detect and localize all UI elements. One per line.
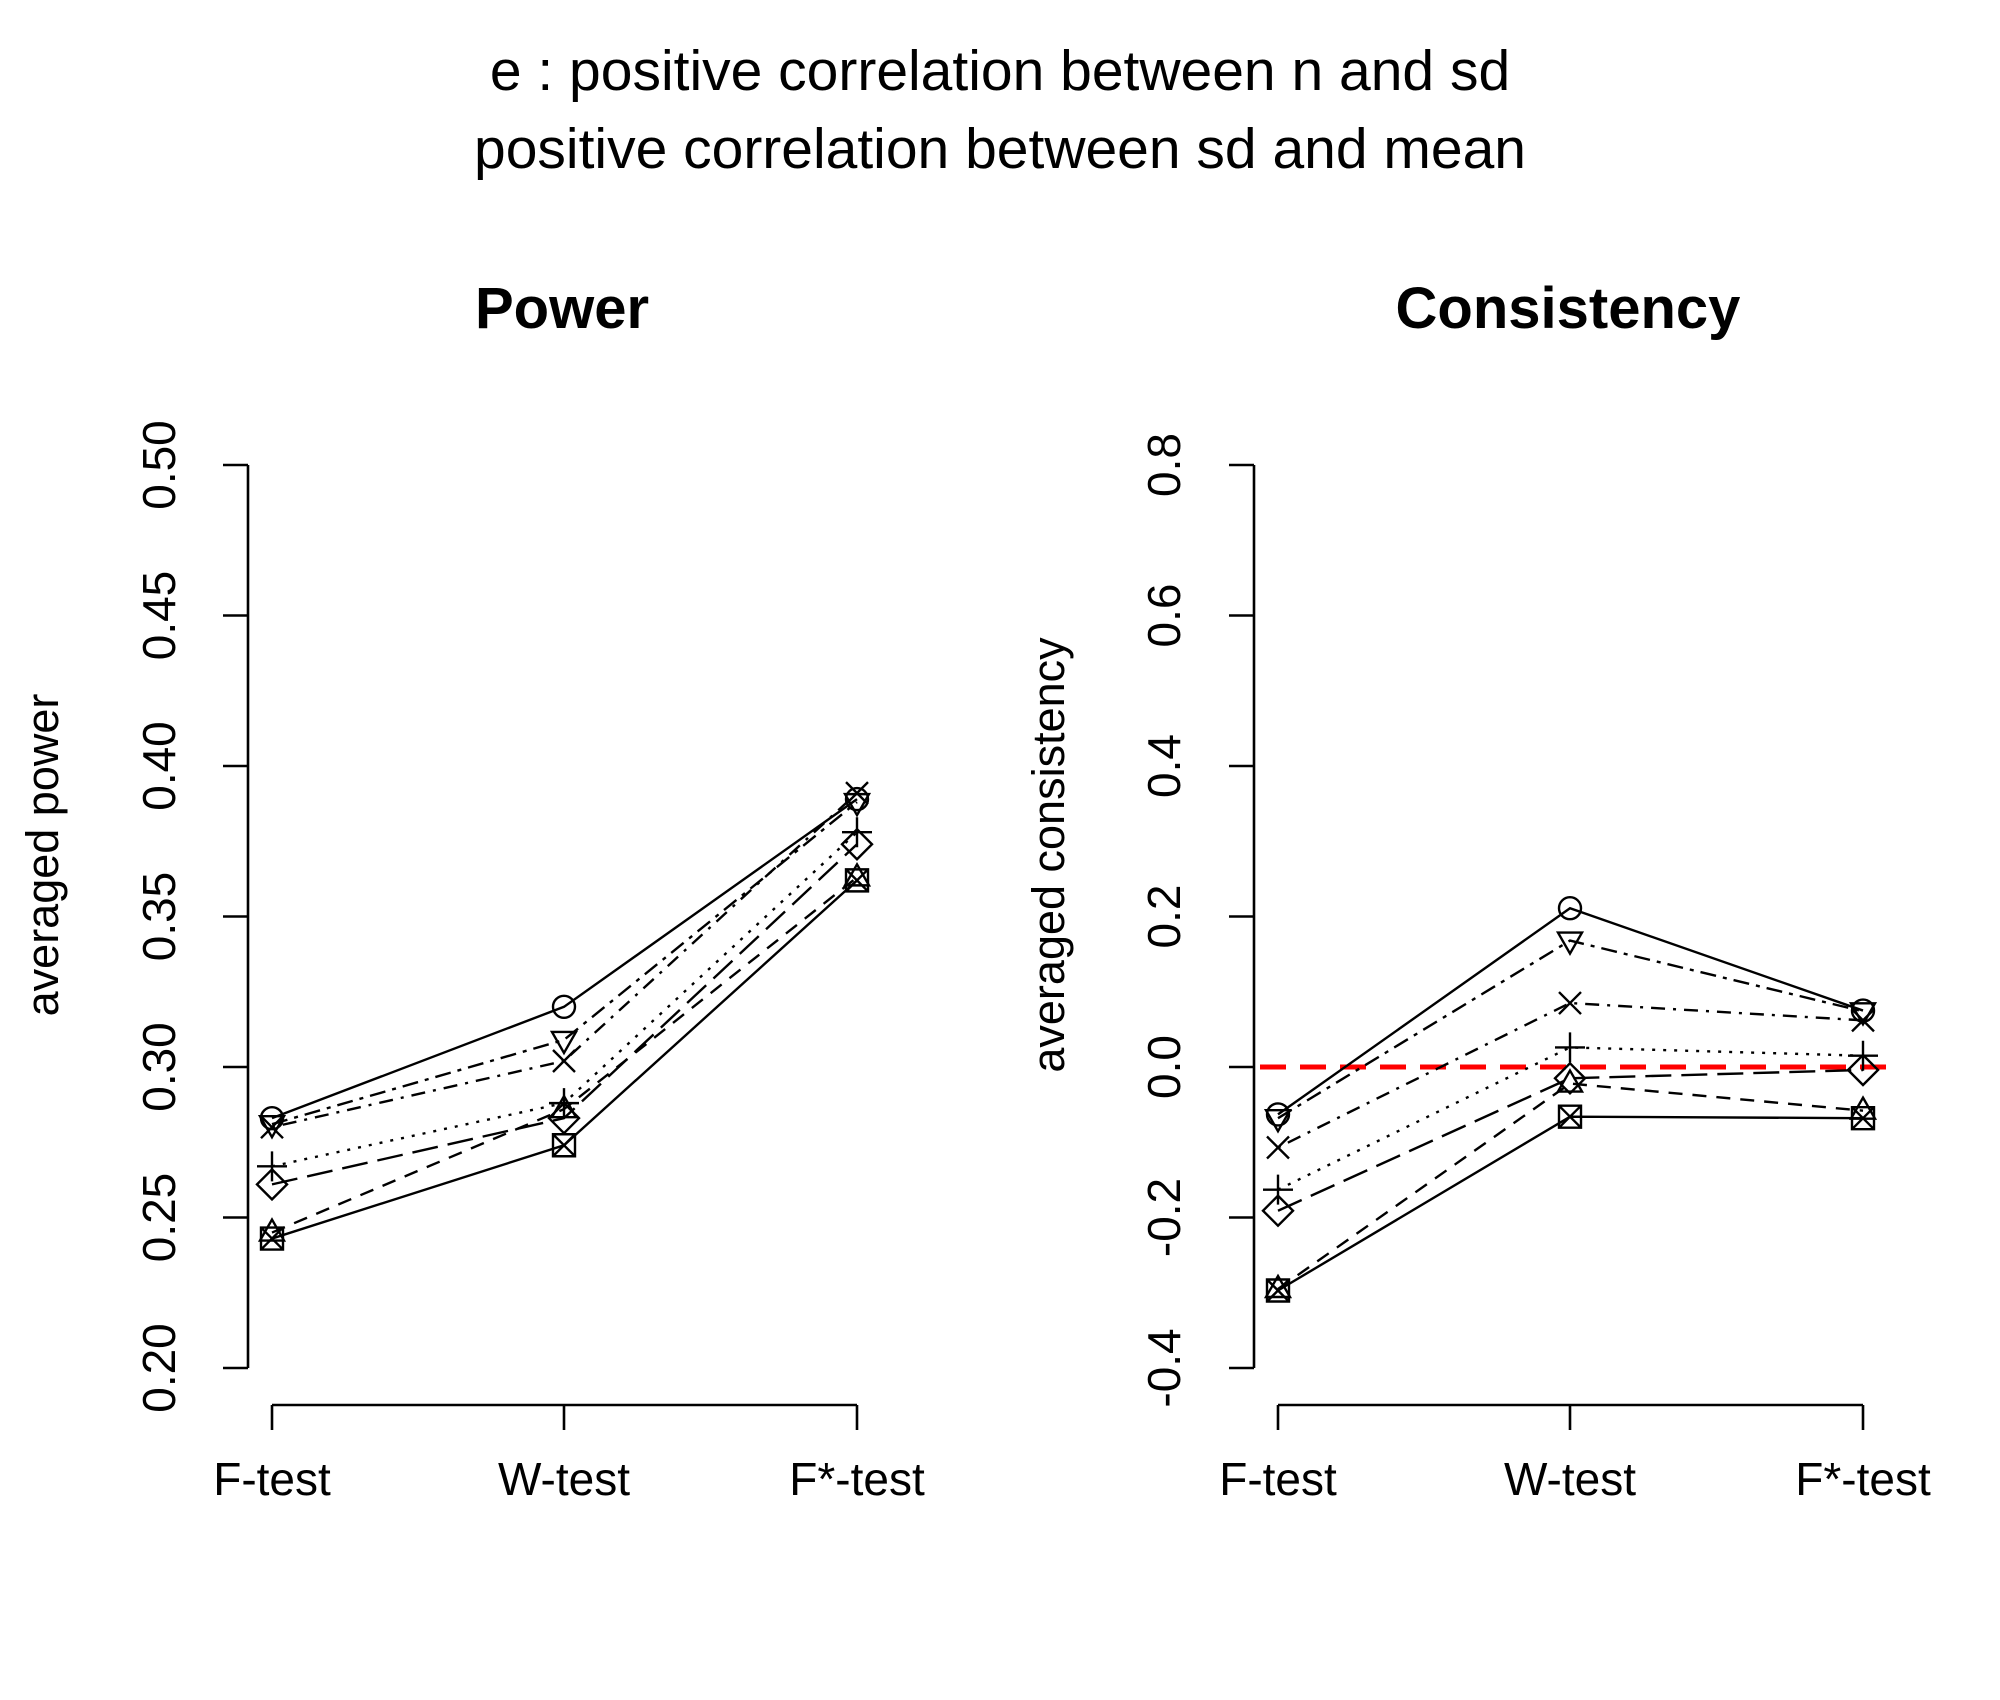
consistency-series-line xyxy=(1278,1084,1863,1289)
power-y-tick-label: 0.20 xyxy=(133,1323,185,1413)
power-chart-title: Power xyxy=(475,276,649,341)
consistency-series-x xyxy=(1267,992,1874,1158)
consistency-x-tick-label: W-test xyxy=(1504,1453,1636,1505)
consistency-series-triangle-down xyxy=(1266,933,1875,1132)
power-x-tick-label: F-test xyxy=(213,1453,331,1505)
power-point-square-x xyxy=(846,869,868,891)
consistency-y-axis-label: averaged consistency xyxy=(1023,637,1074,1073)
consistency-y-tick-label: 0.4 xyxy=(1138,734,1190,798)
consistency-point-x xyxy=(1267,1137,1289,1159)
figure-title-line2: positive correlation between sd and mean xyxy=(474,117,1526,181)
consistency-series-square-x xyxy=(1267,1106,1874,1302)
figure-title-line1: e : positive correlation between n and s… xyxy=(490,39,1510,103)
consistency-point-plus xyxy=(1555,1032,1585,1062)
power-x-tick-label: W-test xyxy=(498,1453,630,1505)
power-y-tick-label: 0.25 xyxy=(133,1173,185,1263)
power-series-line xyxy=(272,877,857,1232)
power-series-plus xyxy=(257,817,872,1181)
consistency-series-diamond xyxy=(1263,1055,1878,1226)
consistency-x-tick-label: F*-test xyxy=(1795,1453,1931,1505)
consistency-y-tick-label: 0.2 xyxy=(1138,885,1190,949)
power-y-tick-label: 0.50 xyxy=(133,420,185,510)
power-chart: Power averaged power 0.20 0.25 0.30 0.35 0.4… xyxy=(17,276,925,1505)
consistency-y-tick-label: -0.2 xyxy=(1138,1178,1190,1257)
power-x-tick-label: F*-test xyxy=(789,1453,925,1505)
power-y-tick-label: 0.35 xyxy=(133,872,185,962)
power-series-circle xyxy=(261,788,868,1129)
power-y-tick-label: 0.30 xyxy=(133,1022,185,1112)
consistency-chart: Consistency averaged consistency -0.4 -0.… xyxy=(1023,276,1931,1505)
consistency-series-line xyxy=(1278,1003,1863,1147)
power-point-triangle-up xyxy=(845,864,869,885)
power-series-triangle-down xyxy=(260,794,869,1137)
consistency-point-x xyxy=(1559,992,1581,1014)
consistency-y-tick-label: 0.6 xyxy=(1138,584,1190,648)
power-y-tick-label: 0.45 xyxy=(133,571,185,661)
consistency-x-tick-label: F-test xyxy=(1219,1453,1337,1505)
consistency-chart-title: Consistency xyxy=(1396,276,1741,341)
consistency-y-tick-label: 0.0 xyxy=(1138,1035,1190,1099)
power-series-x xyxy=(261,782,868,1138)
consistency-series-line xyxy=(1278,1117,1863,1291)
power-point-square-x xyxy=(261,1228,283,1250)
power-point-square-x xyxy=(553,1134,575,1156)
power-y-axis-label: averaged power xyxy=(17,694,68,1017)
consistency-y-tick-label: -0.4 xyxy=(1138,1328,1190,1407)
power-y-tick-label: 0.40 xyxy=(133,721,185,811)
consistency-series-line xyxy=(1278,908,1863,1114)
consistency-y-tick-label: 0.8 xyxy=(1138,433,1190,497)
power-point-plus xyxy=(257,1151,287,1181)
consistency-point-plus xyxy=(1263,1175,1293,1205)
power-series-line xyxy=(272,802,857,1124)
